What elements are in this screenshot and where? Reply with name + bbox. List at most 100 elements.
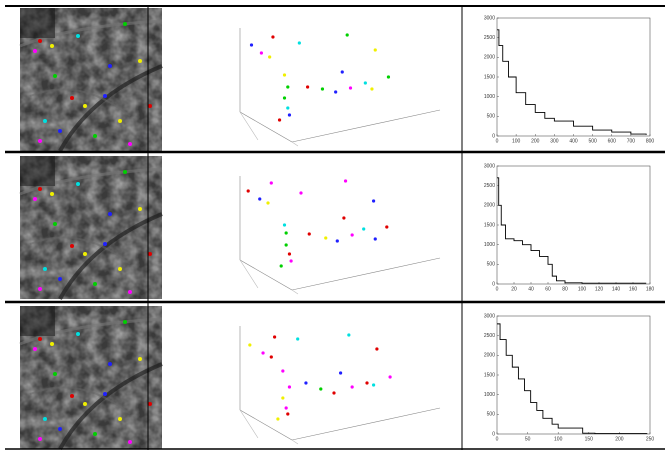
x-tick-label: 0 (496, 286, 499, 292)
point (261, 351, 265, 355)
point (277, 118, 282, 122)
point (289, 259, 293, 263)
point (271, 35, 275, 39)
point (259, 51, 263, 55)
point (375, 347, 379, 351)
x-tick-label: 20 (511, 286, 517, 292)
point (281, 396, 285, 400)
point (306, 85, 310, 89)
x-tick-label: 60 (545, 286, 551, 292)
photo (20, 156, 162, 299)
point (386, 75, 391, 79)
x-tick-label: 0 (496, 138, 499, 144)
point (388, 375, 392, 379)
y-tick-label: 2500 (484, 35, 495, 41)
photo (20, 306, 162, 449)
x-tick-label: 40 (528, 286, 534, 292)
y-tick-label: 1000 (484, 94, 495, 100)
point (385, 225, 389, 229)
point (286, 85, 290, 89)
y-tick-label: 3000 (484, 313, 495, 319)
x-tick-label: 700 (627, 138, 636, 144)
x-tick-label: 160 (629, 286, 638, 292)
grid-borders (5, 5, 665, 450)
point (365, 381, 369, 385)
point (332, 391, 336, 395)
line (497, 323, 648, 435)
point (347, 333, 351, 337)
x-tick-label: 150 (585, 436, 594, 442)
point (287, 113, 292, 117)
x-tick-label: 100 (578, 286, 587, 292)
y-tick-label: 1500 (484, 372, 495, 378)
point (268, 55, 272, 59)
point (342, 216, 346, 220)
point (350, 233, 354, 237)
axes-3d (239, 27, 441, 147)
axes-3d (239, 325, 441, 445)
point (281, 369, 285, 373)
point (284, 406, 288, 410)
x-tick-label: 80 (562, 286, 568, 292)
point (286, 106, 290, 110)
point (372, 199, 376, 203)
point (340, 70, 344, 74)
y-tick-label: 2500 (484, 333, 495, 339)
x-tick-label: 600 (608, 138, 617, 144)
y-tick-label: 2000 (484, 203, 495, 209)
point (345, 33, 349, 37)
x-tick-label: 120 (595, 286, 604, 292)
x-tick-label: 400 (569, 138, 578, 144)
x-tick-label: 100 (512, 138, 521, 144)
point (266, 201, 270, 205)
point (246, 189, 250, 193)
y-tick-label: 2500 (484, 183, 495, 189)
x-tick-label: 200 (615, 436, 624, 442)
y-tick-label: 500 (487, 114, 496, 120)
point (373, 48, 377, 52)
plot-frame (496, 165, 651, 285)
point (284, 231, 288, 235)
point (286, 412, 290, 416)
point (269, 355, 273, 359)
x-tick-label: 200 (531, 138, 540, 144)
x-tick-label: 800 (646, 138, 655, 144)
point (350, 385, 354, 389)
point (282, 96, 287, 100)
y-tick-label: 1000 (484, 242, 495, 248)
point (373, 237, 377, 241)
point (324, 236, 328, 240)
point (248, 343, 252, 347)
y-tick-label: 3000 (484, 163, 495, 169)
point (269, 181, 273, 185)
y-tick-label: 2000 (484, 55, 495, 61)
point (307, 232, 311, 236)
plot-frame (496, 17, 651, 137)
point (273, 335, 277, 339)
y-tick-label: 500 (487, 262, 496, 268)
photo (20, 8, 162, 151)
x-tick-label: 500 (588, 138, 597, 144)
axes-3d (239, 175, 441, 295)
point (287, 385, 292, 389)
point (282, 223, 287, 227)
y-tick-label: 0 (492, 133, 495, 139)
point (258, 197, 262, 201)
y-tick-label: 1000 (484, 392, 495, 398)
point (320, 87, 325, 91)
x-tick-label: 180 (646, 286, 655, 292)
y-tick-label: 0 (492, 281, 495, 287)
point (276, 417, 280, 421)
x-tick-label: 300 (550, 138, 559, 144)
point (284, 243, 288, 247)
x-tick-label: 250 (646, 436, 655, 442)
point (372, 383, 376, 387)
point (348, 86, 353, 90)
point (319, 387, 323, 391)
point (287, 252, 292, 256)
point (279, 264, 283, 268)
point (339, 371, 343, 375)
point (334, 90, 338, 94)
